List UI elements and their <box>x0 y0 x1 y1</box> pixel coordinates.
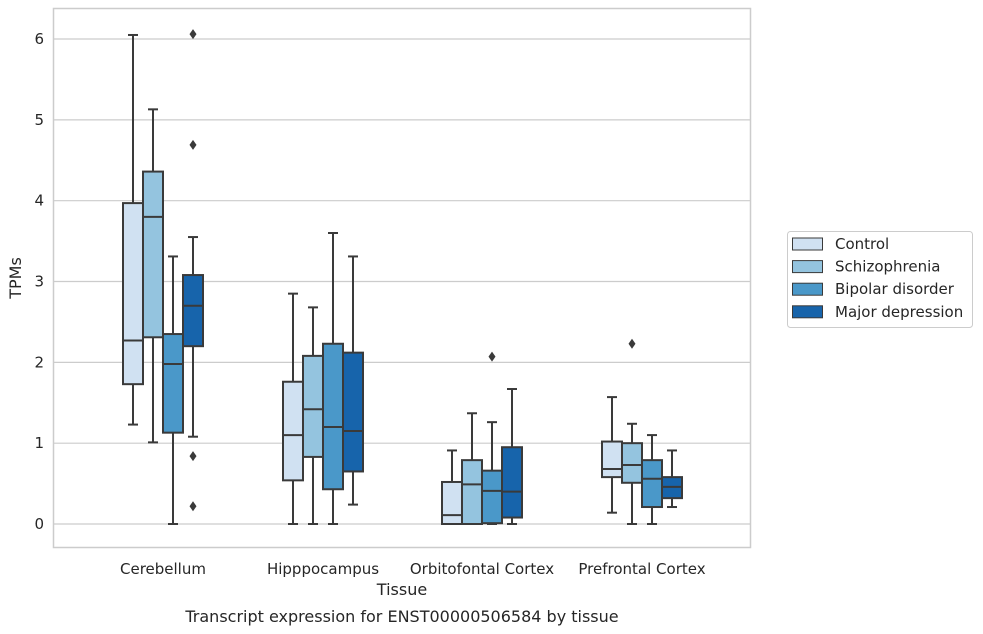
y-tick-label: 3 <box>34 273 44 291</box>
legend-label: Schizophrenia <box>835 258 940 276</box>
box-3-3 <box>661 449 683 509</box>
box-iqr <box>322 342 344 491</box>
box-1-0 <box>282 292 304 525</box>
x-tick-label: Prefrontal Cortex <box>578 560 705 578</box>
legend-label: Bipolar disorder <box>835 280 955 298</box>
box-plot-area <box>122 29 683 526</box>
legend: Control Schizophrenia Bipolar disorder Majo… <box>787 231 973 328</box>
legend-label: Control <box>835 235 889 253</box>
box-iqr <box>481 469 503 525</box>
box-0-2 <box>162 255 184 525</box>
legend-frame <box>787 231 973 328</box>
box-1-1 <box>302 306 324 525</box>
chart-caption: Transcript expression for ENST0000050658… <box>184 607 618 626</box>
box-2-2 <box>481 351 503 525</box>
box-iqr <box>142 170 164 339</box>
box-iqr <box>641 459 663 509</box>
legend-swatch <box>792 282 823 296</box>
box-0-1 <box>142 108 164 444</box>
outlier-point <box>628 338 636 349</box>
legend-swatch <box>792 260 823 274</box>
x-tick-label: Cerebellum <box>120 560 206 578</box>
box-2-0 <box>441 449 463 526</box>
box-iqr <box>501 446 523 519</box>
box-iqr <box>122 202 144 386</box>
outlier-point <box>488 351 496 362</box>
box-1-2 <box>322 232 344 525</box>
outlier-point <box>189 451 197 462</box>
box-iqr <box>182 274 204 348</box>
box-3-1 <box>621 338 643 525</box>
box-iqr <box>441 480 463 526</box>
y-axis-ticks: 0 1 2 3 4 5 6 <box>34 30 44 533</box>
plot-frame <box>52 7 752 549</box>
box-iqr <box>282 380 304 482</box>
box-iqr <box>461 459 483 525</box>
y-tick-label: 4 <box>34 192 44 210</box>
outlier-point <box>189 139 197 150</box>
y-tick-label: 5 <box>34 111 44 129</box>
y-tick-label: 0 <box>34 515 44 533</box>
x-tick-label: Orbitofontal Cortex <box>410 560 554 578</box>
x-axis-label: Tissue <box>376 580 427 599</box>
outlier-point <box>189 29 197 40</box>
box-iqr <box>621 442 643 484</box>
box-0-3 <box>182 29 204 512</box>
outlier-point <box>189 501 197 512</box>
y-tick-label: 6 <box>34 30 44 48</box>
legend-swatch <box>792 237 823 251</box>
box-iqr <box>342 351 364 473</box>
x-axis-ticks: Cerebellum Hipppocampus Orbitofontal Corte… <box>120 560 706 578</box>
legend-label: Major depression <box>835 303 963 321</box>
box-2-1 <box>461 412 483 525</box>
box-1-3 <box>342 255 364 506</box>
y-tick-label: 1 <box>34 434 44 452</box>
box-iqr <box>162 333 184 434</box>
box-iqr <box>601 440 623 479</box>
x-tick-label: Hipppocampus <box>267 560 379 578</box>
y-axis-label: TPMs <box>6 257 25 300</box>
legend-swatch <box>792 305 823 319</box>
box-iqr <box>302 354 324 458</box>
box-0-0 <box>122 33 144 426</box>
box-2-3 <box>501 388 523 525</box>
box-3-2 <box>641 434 663 525</box>
y-tick-label: 2 <box>34 353 44 371</box>
box-3-0 <box>601 396 623 514</box>
